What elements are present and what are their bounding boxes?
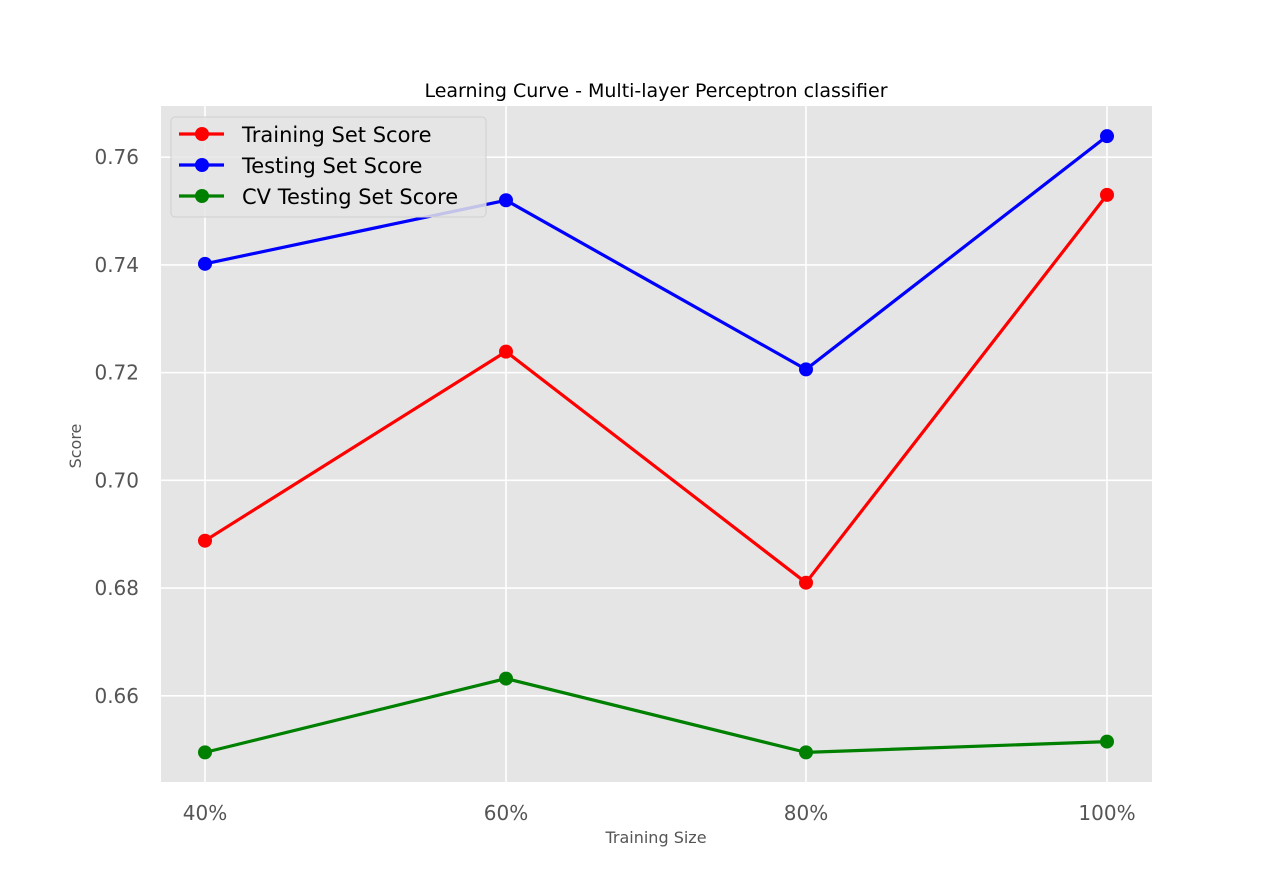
y-tick-label: 0.68 bbox=[94, 576, 139, 600]
chart-title: Learning Curve - Multi-layer Perceptron … bbox=[424, 80, 887, 102]
data-point bbox=[198, 745, 212, 760]
plot-area bbox=[161, 106, 1152, 782]
data-point bbox=[799, 575, 813, 590]
x-tick-label: 80% bbox=[784, 801, 828, 825]
data-point bbox=[799, 745, 813, 760]
y-tick-label: 0.72 bbox=[94, 361, 139, 385]
data-point bbox=[499, 671, 513, 686]
y-tick-label: 0.76 bbox=[94, 145, 139, 169]
legend-marker bbox=[195, 158, 209, 172]
data-point bbox=[198, 533, 212, 548]
legend-marker bbox=[195, 189, 209, 203]
x-axis-title: Training Size bbox=[604, 828, 706, 847]
legend-marker bbox=[195, 127, 209, 141]
legend-label: Training Set Score bbox=[241, 123, 432, 147]
x-tick-label: 40% bbox=[183, 801, 227, 825]
y-tick-label: 0.74 bbox=[94, 253, 139, 277]
y-tick-label: 0.70 bbox=[94, 468, 139, 492]
data-point bbox=[1100, 734, 1114, 749]
data-point bbox=[499, 193, 513, 208]
legend-box bbox=[170, 116, 487, 218]
x-tick-label: 100% bbox=[1078, 801, 1135, 825]
series-group bbox=[198, 187, 1114, 590]
y-axis-title: Score bbox=[66, 424, 85, 469]
data-point bbox=[1100, 187, 1114, 202]
x-tick-label: 60% bbox=[484, 801, 528, 825]
data-point bbox=[799, 362, 813, 377]
data-point bbox=[1100, 129, 1114, 144]
y-tick-label: 0.66 bbox=[94, 684, 139, 708]
series-line bbox=[203, 676, 1109, 754]
series-group bbox=[198, 671, 1114, 760]
legend-label: Testing Set Score bbox=[241, 154, 422, 178]
series-group bbox=[198, 129, 1114, 377]
series-line bbox=[203, 134, 1109, 371]
series-line bbox=[203, 193, 1109, 585]
data-point bbox=[499, 344, 513, 359]
data-point bbox=[198, 256, 212, 271]
legend-label: CV Testing Set Score bbox=[242, 185, 458, 209]
